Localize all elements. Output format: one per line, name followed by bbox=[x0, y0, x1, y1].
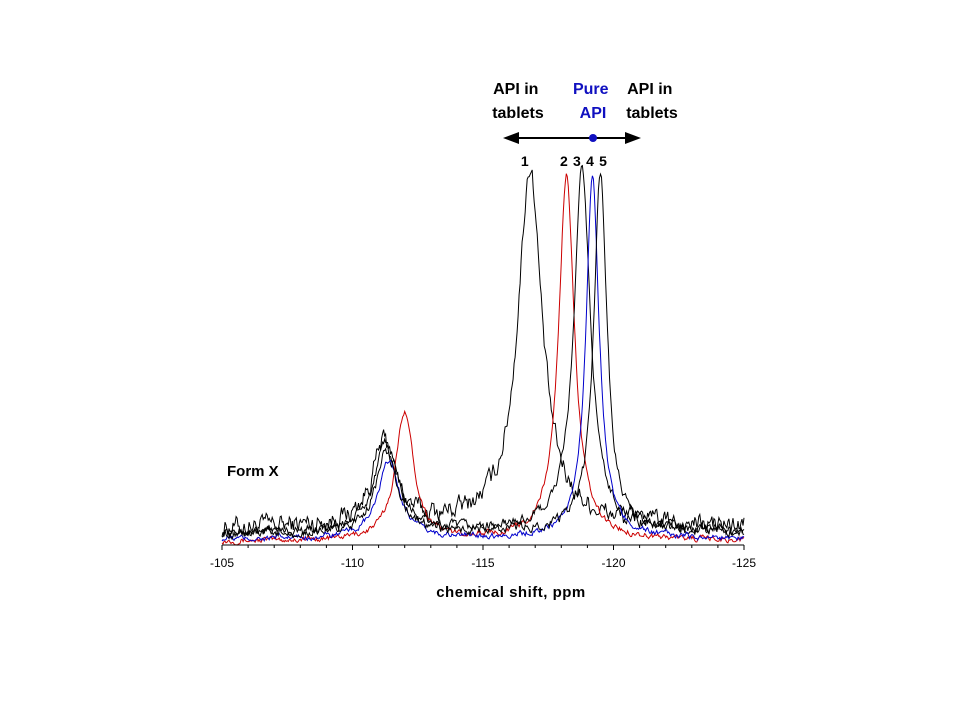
arrow-left-head-icon bbox=[503, 132, 519, 144]
x-tick-label: -120 bbox=[601, 556, 625, 570]
x-tick-label: -125 bbox=[732, 556, 756, 570]
arrow-right-head-icon bbox=[625, 132, 641, 144]
spectrum-line-5 bbox=[221, 172, 745, 541]
peak-label-2: 2 bbox=[560, 153, 568, 169]
peak-label-4: 4 bbox=[586, 153, 594, 169]
peak-label-5: 5 bbox=[599, 153, 607, 169]
annotation-right-line1: API in bbox=[627, 81, 672, 98]
series-group bbox=[221, 164, 745, 546]
annotation-right-line2: tablets bbox=[626, 105, 678, 122]
annotation-center-line1: Pure bbox=[573, 81, 609, 98]
x-axis: -105 -110 -115 -120 -125 bbox=[210, 544, 756, 570]
peak-label-1: 1 bbox=[521, 153, 529, 169]
annotation-left-group: API in tablets bbox=[492, 81, 544, 122]
spectrum-line-4 bbox=[221, 175, 745, 543]
x-tick-label: -105 bbox=[210, 556, 234, 570]
spectrum-line-3 bbox=[221, 164, 745, 539]
annotation-center-group: Pure API bbox=[573, 81, 613, 122]
x-axis-title: chemical shift, ppm bbox=[436, 584, 586, 601]
pure-api-marker-icon bbox=[589, 134, 597, 142]
form-x-label: Form X bbox=[227, 463, 279, 480]
annotation-left-line1: API in bbox=[493, 81, 538, 98]
x-tick-label: -115 bbox=[471, 556, 494, 570]
x-tick-label: -110 bbox=[341, 556, 364, 570]
shift-direction-arrow bbox=[503, 132, 641, 144]
peak-label-3: 3 bbox=[573, 153, 581, 169]
spectrum-line-2 bbox=[221, 173, 745, 546]
annotation-right-group: API in tablets bbox=[626, 81, 678, 122]
annotation-center-line2: API bbox=[580, 105, 607, 122]
spectrum-line-1 bbox=[221, 169, 745, 537]
annotation-left-line2: tablets bbox=[492, 105, 544, 122]
